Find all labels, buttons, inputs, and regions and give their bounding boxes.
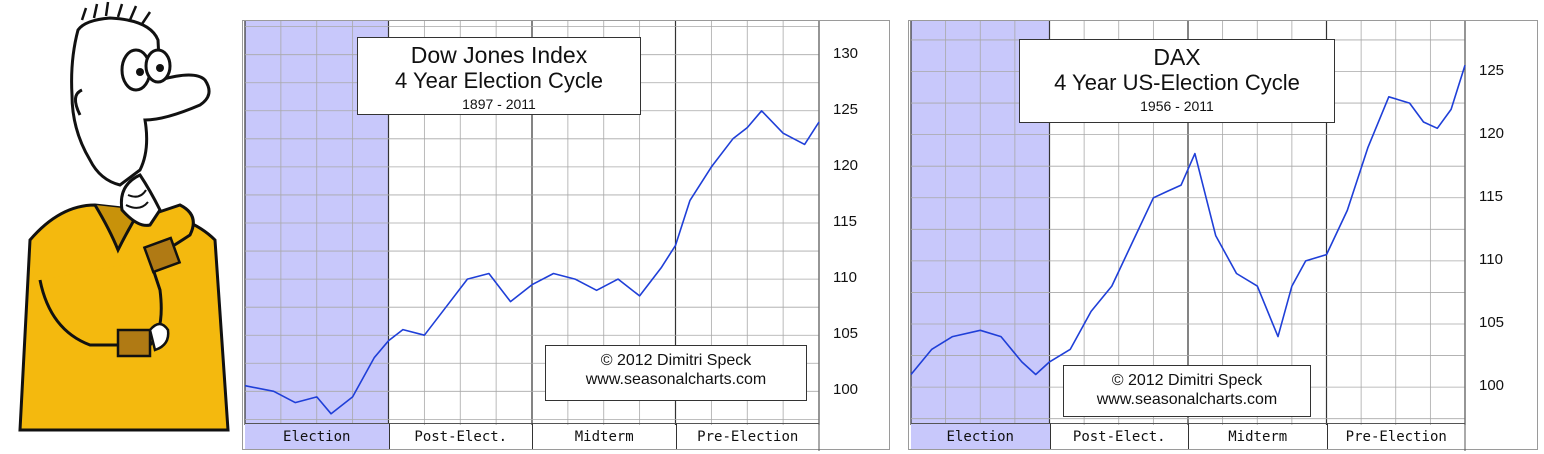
phase-label-pre-election: Pre-Election (675, 423, 819, 449)
dow-jones-chart-panel: Dow Jones Index 4 Year Election Cycle 18… (242, 20, 890, 451)
index-line (910, 64, 1466, 376)
credit-line2: www.seasonalcharts.com (1096, 391, 1278, 409)
y-tick-label: 125 (1479, 61, 1505, 79)
phase-label-post-elect: Post-Elect. (1049, 423, 1188, 449)
chart-title-box: Dow Jones Index 4 Year Election Cycle 18… (357, 37, 641, 115)
y-tick-label: 110 (1479, 250, 1503, 268)
y-tick-label: 115 (833, 213, 857, 230)
index-line (244, 110, 820, 415)
credit-line1: © 2012 Dimitri Speck (600, 352, 752, 369)
y-tick-label: 100 (1479, 377, 1505, 395)
phase-label-midterm: Midterm (1188, 423, 1327, 449)
credit-box: © 2012 Dimitri Speck www.seasonalcharts.… (545, 345, 807, 401)
credit-box: © 2012 Dimitri Speck www.seasonalcharts.… (1063, 365, 1311, 417)
chart-title: Dow Jones Index (410, 42, 588, 68)
phase-label-election: Election (911, 423, 1050, 449)
chart-title-box: DAX 4 Year US-Election Cycle 1956 - 2011 (1019, 39, 1335, 123)
credit-line1: © 2012 Dimitri Speck (1111, 372, 1263, 389)
dax-chart-panel: DAX 4 Year US-Election Cycle 1956 - 2011… (908, 20, 1538, 451)
y-tick-label: 120 (1479, 124, 1505, 142)
phase-label-post-elect: Post-Elect. (388, 423, 532, 449)
chart-title: DAX (1153, 44, 1201, 70)
y-tick-label: 125 (833, 100, 859, 118)
chart-years: 1956 - 2011 (1140, 97, 1214, 114)
y-tick-label: 115 (1479, 187, 1503, 205)
thinking-man-illustration (18, 1, 230, 432)
y-tick-label: 110 (833, 269, 857, 287)
y-tick-label: 120 (833, 156, 859, 174)
chart-subtitle: 4 Year US-Election Cycle (1054, 70, 1300, 96)
phase-label-election: Election (245, 423, 389, 449)
chart-subtitle: 4 Year Election Cycle (395, 68, 603, 94)
y-tick-label: 100 (833, 381, 859, 399)
chart-years: 1897 - 2011 (462, 95, 536, 112)
phase-label-midterm: Midterm (532, 423, 676, 449)
credit-line2: www.seasonalcharts.com (585, 371, 767, 389)
phase-label-pre-election: Pre-Election (1326, 423, 1465, 449)
y-tick-label: 130 (833, 44, 859, 62)
y-tick-label: 105 (1479, 314, 1505, 331)
y-tick-label: 105 (833, 325, 859, 343)
